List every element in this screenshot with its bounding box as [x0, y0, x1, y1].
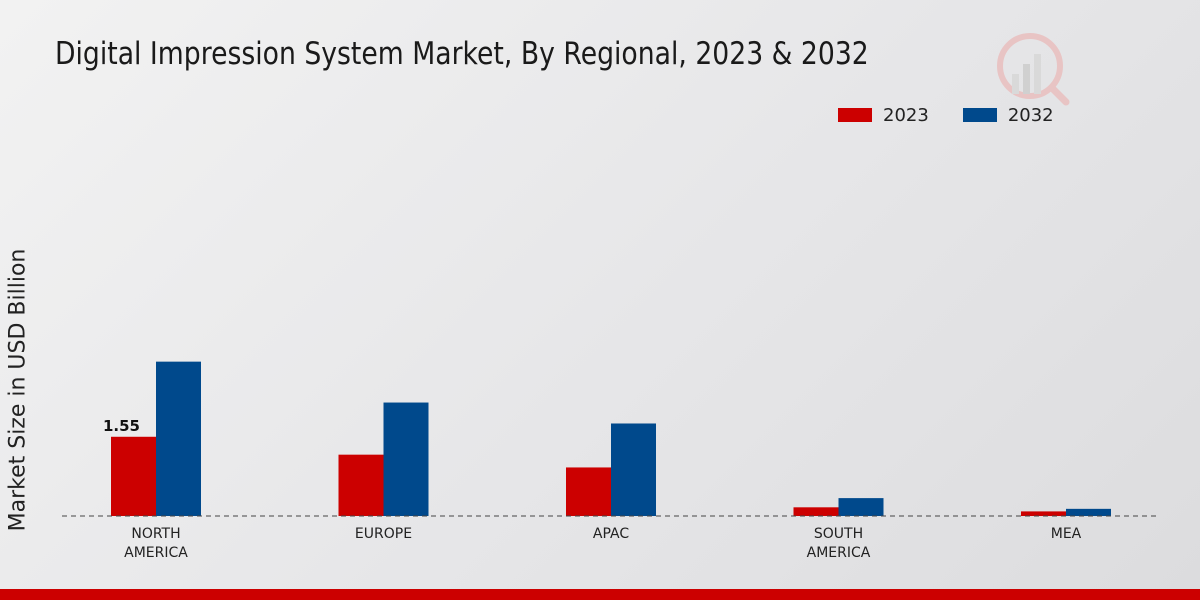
- bar-2032-1: [383, 402, 429, 516]
- chart-legend: 2023 2032: [838, 104, 1088, 126]
- legend-label-2023: 2023: [883, 104, 929, 126]
- bar-2023-4: [1021, 511, 1066, 516]
- legend-label-2032: 2032: [1007, 104, 1054, 126]
- bar-2023-1: [338, 454, 384, 516]
- x-tick-label-4: MEA: [1051, 526, 1082, 542]
- data-label-0: 1.55: [103, 417, 140, 435]
- x-tick-label-1: EUROPE: [355, 526, 412, 542]
- bar-2023-2: [566, 467, 611, 516]
- bar-2032-0: [156, 361, 201, 516]
- footer-accent-bar: [0, 589, 1200, 600]
- x-tick-label-0: NORTH AMERICA: [124, 526, 188, 561]
- chart-title: Digital Impression System Market, By Reg…: [55, 36, 869, 72]
- bar-2023-3: [793, 507, 839, 516]
- brand-logo-icon: [997, 33, 1070, 106]
- x-tick-label-3: SOUTH AMERICA: [807, 526, 871, 561]
- x-tick-label-2: APAC: [593, 526, 629, 542]
- bar-2032-2: [611, 423, 656, 516]
- bar-2032-4: [1066, 508, 1111, 516]
- bar-2032-3: [838, 498, 884, 516]
- legend-item-2023: 2023: [838, 105, 929, 126]
- bar-2023-0: [111, 436, 156, 516]
- legend-item-2032: 2032: [962, 104, 1054, 126]
- legend-swatch-2032: [962, 108, 997, 122]
- legend-swatch-2023: [838, 108, 872, 122]
